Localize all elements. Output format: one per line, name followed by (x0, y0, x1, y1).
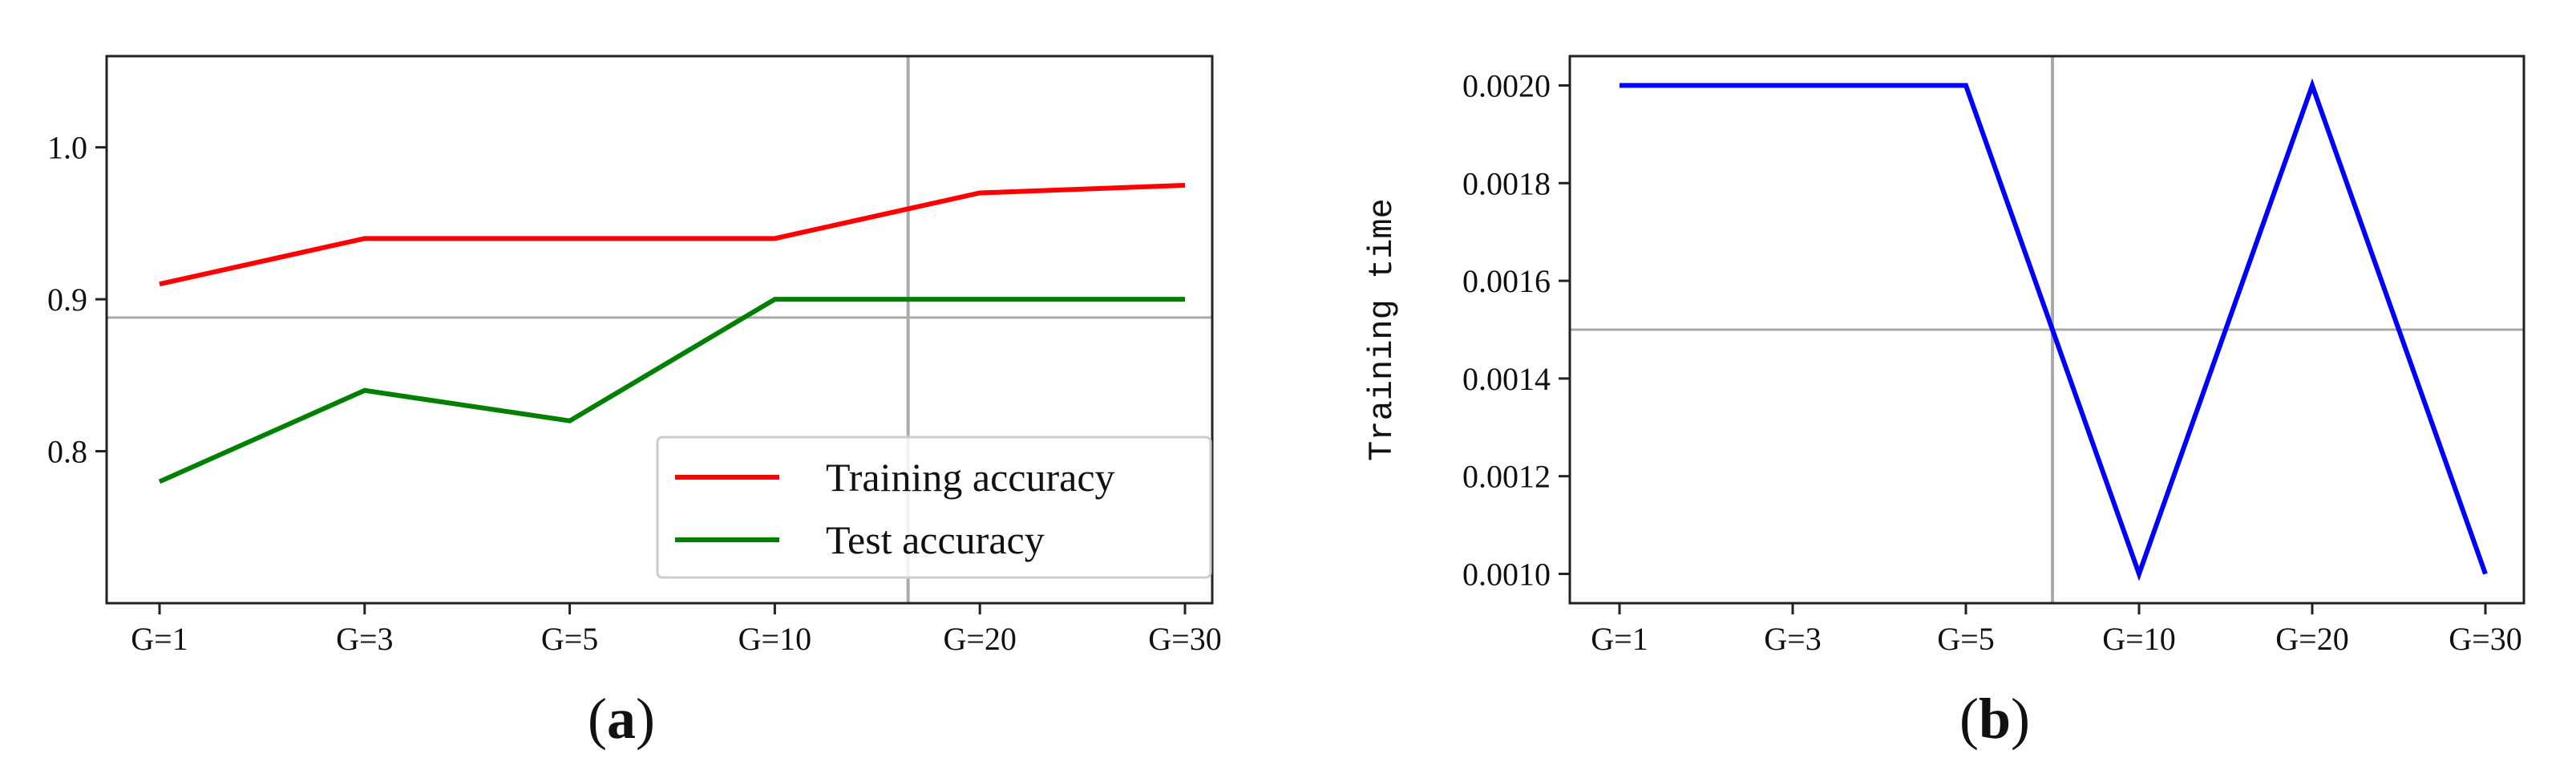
x-tick-label: G=5 (541, 621, 598, 657)
legend-label: Test accuracy (826, 517, 1045, 562)
series-line-1 (159, 183, 1186, 287)
x-tick-label: G=10 (738, 621, 811, 657)
x-tick-label: G=30 (1148, 621, 1221, 657)
y-tick-label: 1.0 (47, 130, 87, 166)
x-tick-label: G=5 (1937, 621, 1994, 657)
series-line-2 (158, 297, 1185, 484)
plot-frame (105, 55, 1214, 605)
chart-b: G=1 G=3 G=5 G=10 G=20 G=30 0.0010 0.0012 0.0014 0… (1363, 55, 2525, 751)
panel-label: (b) (1959, 687, 2030, 751)
y-axis-label: Training time (1363, 198, 1401, 461)
chart-a: G=1 G=3 G=5 G=10 G=20 G=30 0.8 0.9 1.0 Training a… (47, 55, 1222, 751)
x-tick-label: G=3 (1764, 621, 1821, 657)
x-tick-label: G=20 (943, 621, 1016, 657)
plot-frame (1568, 55, 2525, 605)
y-tick-label: 0.9 (47, 282, 87, 318)
legend-box (656, 436, 1212, 579)
legend-label: Training accuracy (826, 455, 1115, 500)
x-tick-label: G=1 (1591, 621, 1648, 657)
x-tick-label: G=10 (2102, 621, 2175, 657)
y-tick-label: 0.0012 (1462, 459, 1551, 495)
x-tick-label: G=30 (2449, 621, 2521, 657)
y-tick-label: 0.0014 (1462, 361, 1551, 397)
panel-label: (a) (588, 687, 655, 751)
y-tick-label: 0.0016 (1462, 263, 1551, 299)
y-tick-label: 0.0018 (1462, 165, 1551, 201)
x-tick-label: G=3 (336, 621, 393, 657)
x-tick-label: G=1 (131, 621, 188, 657)
y-tick-label: 0.8 (47, 434, 87, 470)
series-line-1 (1620, 78, 2488, 582)
y-tick-label: 0.0010 (1462, 556, 1551, 592)
x-tick-label: G=20 (2275, 621, 2348, 657)
y-tick-label: 0.0020 (1462, 68, 1551, 104)
